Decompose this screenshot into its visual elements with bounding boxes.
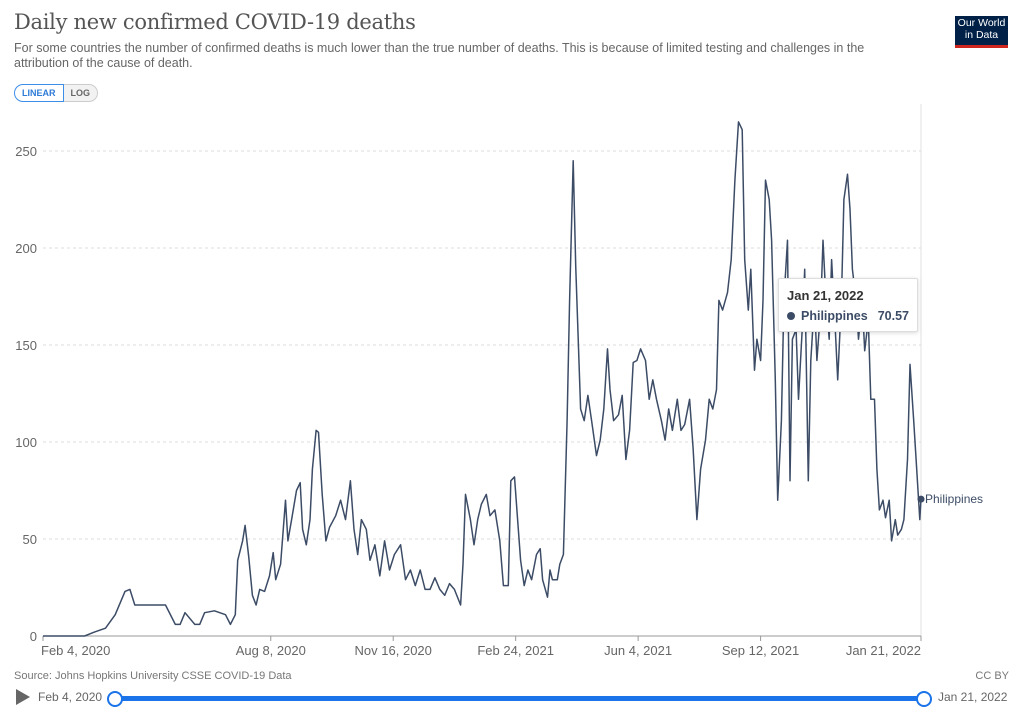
x-tick-label: Jan 21, 2022 — [846, 643, 921, 658]
series-dot-icon — [787, 312, 795, 320]
y-tick-label: 250 — [15, 144, 37, 159]
y-tick-label: 200 — [15, 241, 37, 256]
timeline-end-label: Jan 21, 2022 — [938, 690, 1008, 704]
log-button[interactable]: LOG — [63, 84, 98, 102]
series-line-philippines — [43, 121, 922, 637]
y-tick-label: 50 — [23, 532, 37, 547]
chart-title: Daily new confirmed COVID-19 deaths — [14, 10, 416, 34]
timeline-end-handle[interactable] — [916, 691, 932, 707]
tooltip-series: Philippines — [801, 309, 868, 323]
tooltip-value: 70.57 — [877, 309, 909, 323]
timeline-track[interactable] — [114, 696, 924, 701]
source-note[interactable]: Source: Johns Hopkins University CSSE CO… — [14, 670, 292, 682]
timeline-start-label: Feb 4, 2020 — [38, 690, 103, 704]
x-tick-label: Jun 4, 2021 — [604, 643, 672, 658]
tooltip: Jan 21, 2022 Philippines 70.57 — [778, 278, 918, 332]
series-end-point — [917, 495, 925, 503]
play-icon[interactable] — [16, 689, 30, 705]
license[interactable]: CC BY — [975, 670, 1009, 682]
owid-logo[interactable]: Our World in Data — [955, 16, 1008, 48]
chart-subtitle: For some countries the number of confirm… — [14, 41, 865, 70]
tooltip-date: Jan 21, 2022 — [787, 288, 864, 303]
x-tick-label: Feb 4, 2020 — [41, 643, 110, 658]
linear-button[interactable]: LINEAR — [14, 84, 64, 102]
series-end-label[interactable]: Philippines — [925, 492, 984, 506]
scale-toggle: LINEAR LOG — [14, 84, 98, 102]
x-tick-label: Feb 24, 2021 — [477, 643, 554, 658]
x-tick-label: Aug 8, 2020 — [236, 643, 306, 658]
y-tick-label: 100 — [15, 435, 37, 450]
timeline-start-handle[interactable] — [107, 691, 123, 707]
x-tick-label: Sep 12, 2021 — [722, 643, 799, 658]
y-tick-label: 150 — [15, 338, 37, 353]
y-tick-label: 0 — [30, 629, 37, 644]
x-tick-label: Nov 16, 2020 — [355, 643, 432, 658]
